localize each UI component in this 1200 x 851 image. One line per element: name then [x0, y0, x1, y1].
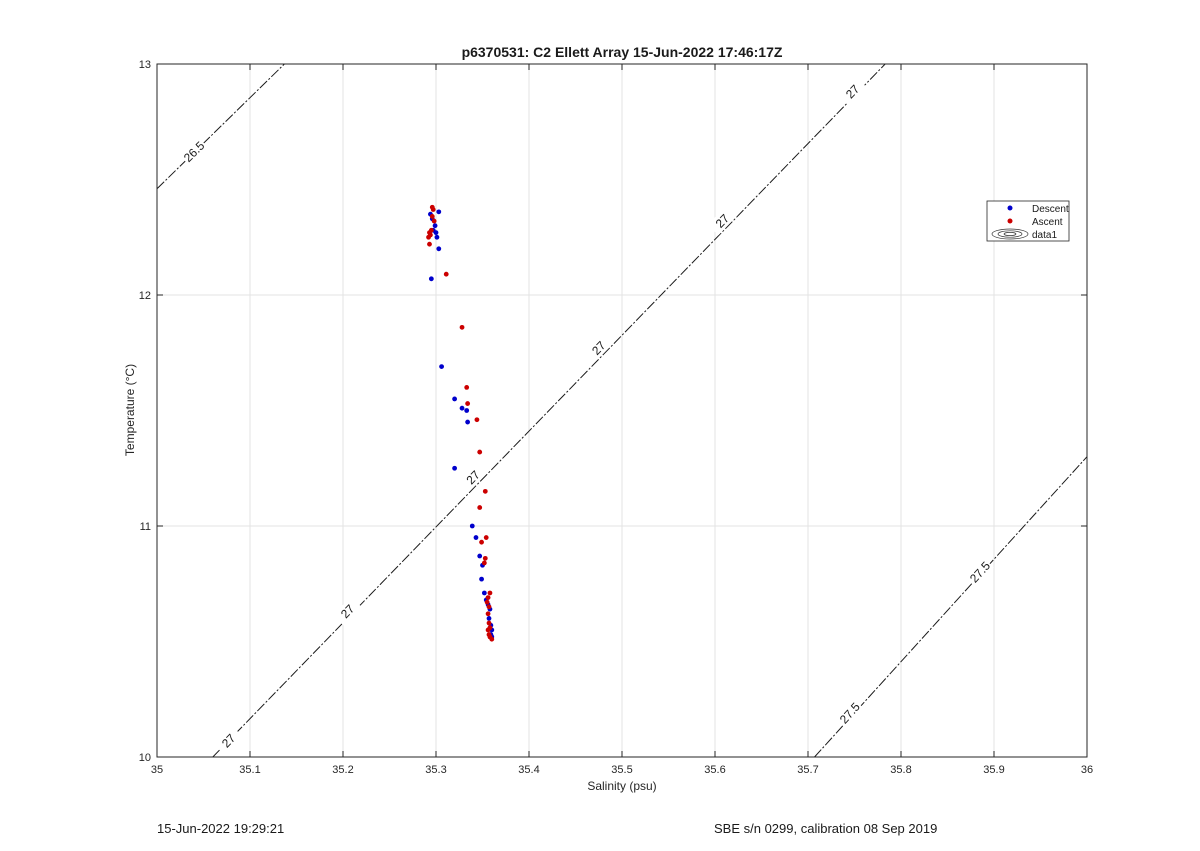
ascent-point — [486, 620, 492, 626]
ascent-point — [485, 627, 491, 633]
legend-ascent-label: Ascent — [1032, 217, 1063, 228]
y-axis-ticks: 10 11 12 13 — [139, 59, 1087, 764]
descent-point — [469, 523, 475, 529]
y-tick-label: 11 — [140, 521, 151, 533]
descent-point — [436, 246, 442, 252]
contour-label-bg — [458, 462, 488, 492]
descent-point — [479, 576, 484, 582]
print-timestamp: 15-Jun-2022 19:29:21 — [157, 821, 285, 836]
ascent-point — [427, 241, 432, 247]
descent-point — [464, 408, 470, 413]
descent-point — [459, 405, 465, 411]
legend-data1-label: data1 — [1032, 230, 1057, 241]
y-tick-label: 13 — [139, 59, 151, 71]
contour-label-bg — [213, 725, 243, 756]
ascent-point — [459, 324, 465, 330]
y-axis-label: Temperature (°C) — [123, 364, 137, 456]
ascent-point — [484, 599, 490, 605]
x-tick-label: 35.5 — [611, 764, 632, 776]
legend-ascent-marker — [1007, 218, 1013, 224]
sensor-calibration-info: SBE s/n 0299, calibration 08 Sep 2019 — [714, 821, 938, 836]
contour-label-bg — [965, 557, 994, 587]
descent-point — [439, 364, 444, 370]
y-tick-label: 10 — [139, 752, 151, 764]
x-tick-label: 35.1 — [239, 764, 260, 776]
contour-label-bg — [179, 136, 209, 166]
contour-label-bg — [583, 333, 613, 363]
x-tick-label: 35.9 — [983, 764, 1004, 776]
ascent-point — [485, 595, 491, 601]
ascent-point — [426, 234, 431, 240]
x-tick-label: 35 — [151, 764, 163, 776]
y-tick-label: 12 — [139, 290, 151, 302]
x-axis-ticks: 35 35.1 35.2 35.3 35.4 35.5 35.6 35.7 35.8 35.9 36 — [151, 64, 1093, 776]
descent-point — [465, 419, 471, 425]
ascent-point — [429, 214, 435, 219]
legend-box — [986, 200, 1070, 242]
x-tick-label: 35.4 — [518, 764, 539, 776]
x-axis-label: Salinity (psu) — [587, 779, 656, 793]
legend-contour-icon — [991, 228, 1029, 240]
chart-title: p6370531: C2 Ellett Array 15-Jun-2022 17… — [462, 44, 783, 60]
legend-descent-marker — [1007, 205, 1013, 211]
ascent-point — [481, 560, 487, 566]
x-tick-label: 35.7 — [797, 764, 818, 776]
ascent-point — [479, 539, 484, 545]
descent-point — [428, 276, 434, 282]
contour-label-bg — [835, 698, 864, 728]
x-tick-label: 35.2 — [332, 764, 353, 776]
ascent-point — [486, 604, 492, 610]
ascent-point — [489, 636, 495, 642]
contour-label-bg — [332, 596, 362, 626]
x-tick-label: 35.8 — [890, 764, 911, 776]
ascent-point — [477, 505, 483, 510]
isopycnal-26.5 — [156, 63, 285, 190]
descent-point — [452, 465, 457, 471]
ascent-point — [487, 590, 493, 596]
descent-point — [486, 616, 492, 621]
descent-point — [433, 230, 439, 236]
legend-descent-label: Descent — [1032, 204, 1069, 215]
descent-point — [432, 223, 438, 229]
x-tick-label: 35.3 — [425, 764, 446, 776]
ascent-point — [474, 417, 480, 423]
ascent-point — [482, 555, 488, 561]
ascent-point — [430, 207, 436, 212]
isopycnal-27 — [212, 63, 886, 758]
descent-point — [477, 553, 483, 559]
ascent-point — [465, 401, 471, 406]
ascent-point — [485, 611, 491, 617]
descent-point — [481, 590, 487, 596]
legend[interactable]: Descent Ascent data1 — [986, 200, 1070, 242]
descent-point — [452, 396, 457, 402]
ascent-point — [482, 488, 488, 494]
ascent-point — [443, 271, 449, 277]
descent-point — [434, 234, 440, 240]
descent-point — [473, 535, 479, 540]
x-tick-label: 36 — [1081, 764, 1093, 776]
ascent-point — [477, 449, 483, 455]
contour-label-bg — [837, 76, 867, 106]
x-tick-label: 35.6 — [704, 764, 725, 776]
ascent-point — [464, 385, 470, 390]
ascent-point — [483, 535, 489, 540]
descent-point — [436, 209, 442, 215]
contour-label-bg — [707, 206, 737, 236]
data-points — [426, 204, 495, 642]
ascent-point — [431, 218, 437, 224]
grid — [157, 64, 1087, 757]
